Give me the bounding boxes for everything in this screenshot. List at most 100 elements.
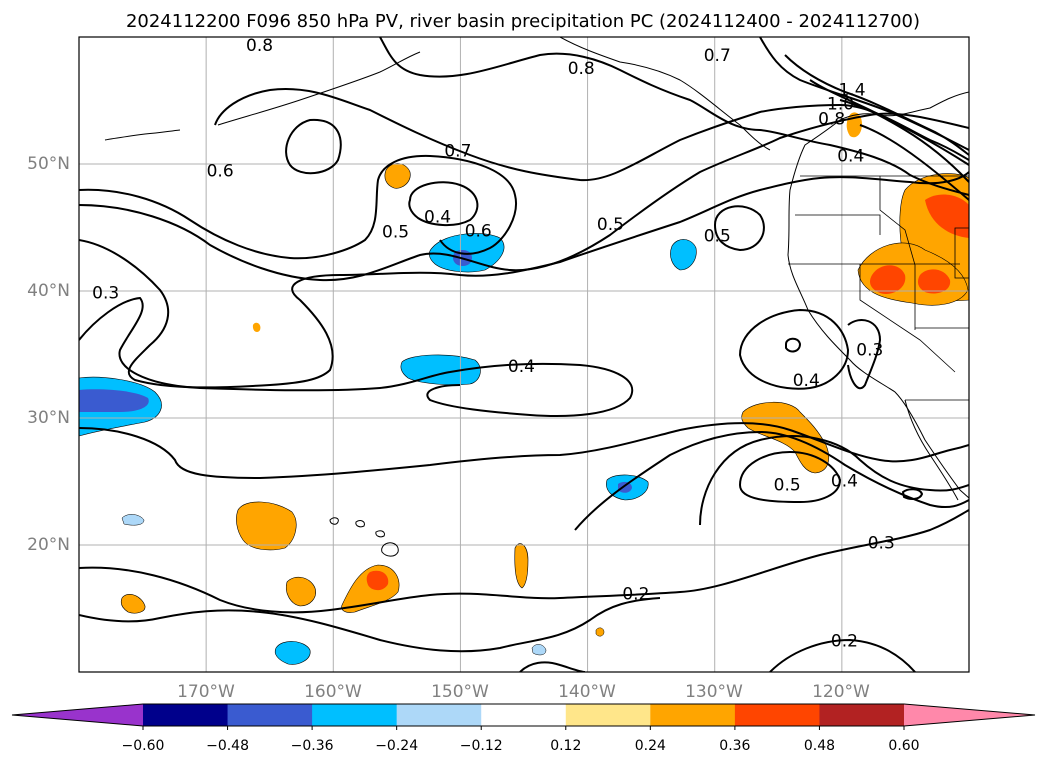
pv-contour-label: 0.6 <box>465 221 492 241</box>
precip-anomaly-california-core <box>870 265 906 295</box>
colorbar-tick-labels: −0.60 −0.48 −0.36 −0.24 −0.12 0.12 0.24 0.36 0.4… <box>122 726 920 754</box>
precip-shading <box>79 112 969 665</box>
colorbar <box>11 703 1036 727</box>
colorbar-tick-label: 0.24 <box>635 738 666 754</box>
colorbar-segment <box>481 704 567 726</box>
border-ca-nv <box>859 264 956 373</box>
pv-contour-0.6-north <box>285 118 342 175</box>
pv-contour-0.2-c <box>769 638 916 672</box>
coastline-hawaii-big <box>381 542 399 557</box>
coastline-island-west <box>104 129 181 141</box>
pv-contour-label: 0.7 <box>704 46 731 66</box>
colorbar-extend-high <box>904 704 1035 726</box>
precip-anomaly-nevada-core <box>917 269 951 294</box>
border-wa-or <box>795 214 881 235</box>
colorbar-segment <box>650 704 736 726</box>
precip-anomaly-hawaii-blue <box>274 641 311 665</box>
pv-contour-nw-4 <box>839 99 969 183</box>
chart-title: 2024112200 F096 850 hPa PV, river basin … <box>126 11 920 32</box>
lon-tick-label: 120°W <box>812 682 870 702</box>
colorbar-segment <box>312 704 398 726</box>
border-mt-wy <box>954 227 969 279</box>
pv-contour-0.5-south <box>738 450 842 504</box>
precip-anomaly-hawaii-3 <box>285 576 316 607</box>
pv-contour-0.5-east <box>713 205 765 252</box>
precip-anomaly-hawaii-1 <box>236 501 297 551</box>
colorbar-tick-label: −0.60 <box>122 738 165 754</box>
coastline-hawaii-2 <box>355 520 365 528</box>
colorbar-segment <box>819 704 905 726</box>
colorbar-segment <box>227 704 313 726</box>
lon-tick-label: 130°W <box>685 682 743 702</box>
pv-contour-small-ring <box>785 337 802 353</box>
pv-contour-label: 0.8 <box>568 59 595 79</box>
pv-contour-label: 0.4 <box>508 357 535 377</box>
pv-contour-0.3 <box>79 296 633 417</box>
pv-contour-label: 0.5 <box>774 475 801 495</box>
lat-tick-label: 30°N <box>27 408 70 428</box>
colorbar-tick-label: −0.24 <box>375 738 418 754</box>
pv-contour-bay-ring <box>901 488 924 500</box>
precip-anomaly-small-blue <box>121 514 145 526</box>
lon-tick-label: 160°W <box>304 682 362 702</box>
pv-contour-label: 1.0 <box>827 94 854 114</box>
colorbar-segment <box>396 704 482 726</box>
precip-anomaly-offshore <box>741 401 829 474</box>
pv-contour-0.8 <box>379 37 969 196</box>
precip-anomaly-south-blue-core <box>618 481 632 493</box>
pv-contour-0.4-ring <box>408 181 479 226</box>
map-frame <box>78 36 970 673</box>
lat-tick-label: 50°N <box>27 154 70 174</box>
pv-contour-label: 0.3 <box>856 341 883 361</box>
pv-contour-label: 0.4 <box>793 371 820 391</box>
pv-contour-label: 0.3 <box>92 284 119 304</box>
pv-contour-label: 0.5 <box>382 223 409 243</box>
pv-contour-0.6 <box>79 154 517 260</box>
colorbar-extend-low <box>12 704 143 726</box>
colorbar-tick-label: 0.36 <box>719 738 750 754</box>
pv-contour-nw-2 <box>784 54 969 156</box>
colorbar-segment <box>143 704 229 726</box>
precip-anomaly-west-pacific <box>120 594 146 614</box>
pv-contour-label: 0.2 <box>622 585 649 605</box>
pv-contour-label: 0.8 <box>246 36 273 56</box>
pv-contour-label: 0.4 <box>424 207 451 227</box>
colorbar-tick-label: 0.12 <box>550 738 581 754</box>
pv-contour-label: 0.7 <box>444 141 471 161</box>
precip-anomaly-tiny-yellow <box>252 322 261 333</box>
pv-contour-nw-5 <box>859 124 969 201</box>
colorbar-tick-label: −0.36 <box>291 738 334 754</box>
pv-contour-label: 0.3 <box>868 534 895 554</box>
precip-anomaly-west-blue-core <box>79 389 149 412</box>
pv-contour-label: 0.8 <box>818 110 845 130</box>
colorbar-tick-label: −0.12 <box>460 738 503 754</box>
colorbar-tick-label: 0.60 <box>888 738 919 754</box>
pv-contour-0.3-south <box>79 422 969 480</box>
pv-contour-label: 0.4 <box>837 146 864 166</box>
pv-contour-0.3-east <box>847 319 882 390</box>
pv-contour-label: 0.6 <box>207 162 234 182</box>
coastline-hawaii-3 <box>375 530 385 538</box>
pv-contour-0.2-d <box>519 661 586 672</box>
pv-contour-0.4-south <box>699 435 969 526</box>
pv-contour-0.3-se <box>574 430 969 531</box>
gridlines <box>79 37 969 672</box>
pv-contour-labels: 0.80.80.71.41.00.80.40.70.60.40.5 0.6 0.50… <box>92 36 895 652</box>
lon-tick-label: 140°W <box>558 682 616 702</box>
precip-anomaly-tiny-blue <box>531 644 547 656</box>
coastline-alaska <box>559 37 771 151</box>
latitude-labels: 50°N 40°N 30°N 20°N <box>27 154 70 555</box>
pv-contour-label: 0.2 <box>831 632 858 652</box>
pv-contour-label: 1.4 <box>839 80 866 100</box>
pv-contour-label: 0.5 <box>704 226 731 246</box>
coastline-hawaii-1 <box>329 517 339 525</box>
precip-anomaly-small-yellow <box>595 627 605 637</box>
pv-contour-0.2 <box>79 509 969 614</box>
lon-tick-label: 170°W <box>177 682 235 702</box>
pv-contour-0.2-b <box>79 597 661 653</box>
longitude-labels: 170°W 160°W 150°W 140°W 130°W 120°W <box>177 682 870 702</box>
pv-contours <box>79 37 969 672</box>
pv-contour-label: 0.5 <box>597 215 624 235</box>
colorbar-tick-label: 0.48 <box>804 738 835 754</box>
